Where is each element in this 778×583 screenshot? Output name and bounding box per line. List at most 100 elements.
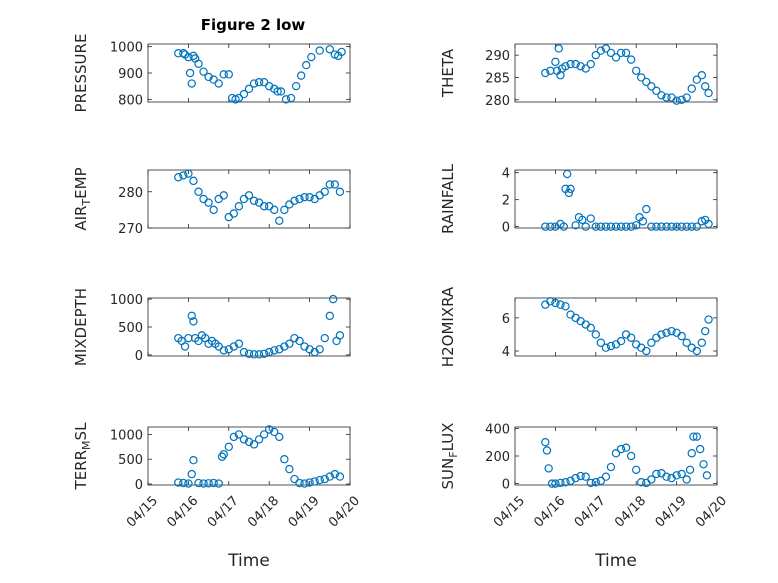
data-point	[699, 460, 708, 469]
data-point	[547, 479, 557, 488]
data-point	[556, 478, 565, 488]
data-point	[657, 222, 666, 231]
data-point	[224, 442, 233, 452]
data-point	[325, 180, 334, 189]
data-point	[315, 46, 324, 55]
data-point	[647, 338, 656, 347]
axes-box	[147, 43, 351, 103]
data-point	[290, 474, 299, 484]
data-point	[682, 338, 691, 347]
data-point	[229, 209, 239, 218]
data-point	[667, 473, 676, 483]
data-point	[702, 471, 712, 480]
x-tick-label: 04/17	[572, 493, 609, 530]
data-point	[677, 222, 686, 231]
data-point	[596, 222, 606, 231]
data-point	[606, 341, 616, 351]
data-point	[562, 169, 572, 179]
data-point	[305, 478, 314, 487]
data-point	[621, 222, 631, 231]
data-point	[219, 191, 228, 200]
y-axis-label: SUNFLUX	[439, 423, 460, 490]
data-series	[541, 297, 713, 356]
data-point	[542, 446, 552, 455]
data-point	[657, 91, 666, 100]
data-point	[561, 62, 570, 71]
data-point	[672, 471, 681, 480]
data-point	[621, 48, 631, 58]
data-point	[259, 202, 269, 211]
y-tick-label: 290	[485, 49, 510, 64]
data-series	[541, 44, 713, 105]
y-axis-label: THETA	[439, 48, 457, 98]
data-point	[606, 462, 616, 472]
data-point	[546, 222, 555, 231]
data-point	[616, 222, 626, 231]
y-axis-label: PRESSURE	[72, 34, 90, 113]
data-point	[214, 79, 223, 88]
data-point	[621, 443, 631, 452]
data-point	[194, 187, 203, 196]
data-point	[546, 297, 555, 306]
data-point	[295, 194, 304, 204]
y-tick-label: 6	[502, 312, 510, 327]
y-tick-label: 270	[118, 222, 143, 237]
axes-box	[514, 297, 718, 357]
data-point	[626, 451, 636, 461]
data-point	[174, 173, 183, 182]
y-axis-label-part: SUN	[439, 458, 457, 490]
data-point	[692, 432, 702, 441]
y-tick-label: 4	[502, 345, 510, 360]
data-point	[254, 78, 264, 87]
y-axis-label-part: EMP	[72, 167, 90, 198]
y-axis-label: H2OMIXRA	[439, 286, 457, 367]
data-point	[601, 472, 611, 481]
data-point	[249, 79, 259, 88]
data-point	[551, 479, 560, 488]
data-point	[571, 473, 580, 483]
data-point	[275, 432, 284, 442]
y-tick-label: 1000	[110, 41, 143, 56]
y-axis-label-part: LUX	[439, 423, 457, 452]
data-point	[275, 216, 284, 225]
figure-title: Figure 2 low	[201, 16, 306, 34]
data-point	[672, 96, 681, 105]
data-point	[566, 59, 575, 69]
data-point	[234, 93, 244, 103]
data-point	[652, 469, 661, 479]
data-point	[561, 478, 570, 487]
data-point	[601, 44, 611, 53]
data-point	[249, 350, 259, 359]
data-point	[626, 333, 636, 342]
data-point	[647, 222, 656, 231]
data-point	[626, 222, 636, 231]
axes-box	[514, 43, 718, 103]
data-point	[591, 222, 601, 231]
data-point	[229, 432, 239, 442]
data-point	[685, 465, 695, 475]
subplot-h2omixra: 4 6 H2OMIXRA	[439, 286, 718, 367]
y-tick-label: 0	[135, 349, 143, 364]
data-point	[249, 440, 259, 449]
data-point	[662, 222, 671, 231]
x-axis-label: Time	[227, 551, 270, 571]
data-point	[325, 45, 334, 54]
data-point	[244, 84, 254, 94]
data-point	[330, 180, 340, 189]
data-point	[564, 188, 574, 198]
data-point	[239, 435, 249, 444]
data-point	[204, 198, 213, 207]
y-tick-label: 1000	[110, 428, 143, 443]
data-point	[682, 222, 691, 231]
data-point	[276, 87, 286, 96]
y-axis-label-subscript: M	[80, 440, 93, 450]
data-point	[239, 347, 249, 357]
data-point	[187, 79, 196, 88]
data-point	[217, 452, 227, 461]
data-point	[335, 472, 345, 481]
subplot-terr-msl: 0 500 1000 04/15 04/16 04/17 04/18 04/19 04/20 TE…	[72, 422, 363, 571]
data-point	[682, 475, 691, 484]
data-point	[591, 330, 601, 339]
data-point	[265, 81, 274, 91]
data-point	[265, 425, 274, 434]
